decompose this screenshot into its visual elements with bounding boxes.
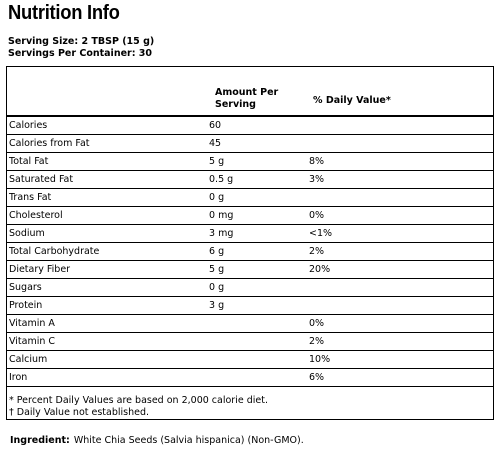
nutrient-amount: 0 mg (209, 210, 234, 221)
header-amount-per-serving: Amount Per Serving (215, 87, 279, 110)
table-row: Sodium 3 mg <1% (7, 225, 493, 243)
nutrient-name: Vitamin C (9, 336, 56, 347)
ingredient-label: Ingredient: (10, 435, 70, 446)
page-title: Nutrition Info (8, 2, 120, 24)
table-row: Trans Fat 0 g (7, 189, 493, 207)
nutrient-name: Vitamin A (9, 318, 55, 329)
nutrient-daily-value: 20% (309, 264, 331, 275)
nutrient-amount: 0.5 g (209, 174, 234, 185)
nutrient-amount: 3 g (209, 300, 225, 311)
table-row: Saturated Fat 0.5 g 3% (7, 171, 493, 189)
nutrient-daily-value: 0% (309, 210, 325, 221)
nutrient-name: Dietary Fiber (9, 264, 71, 275)
nutrient-name: Total Carbohydrate (9, 246, 100, 257)
table-row: Vitamin C 2% (7, 333, 493, 351)
nutrition-table: Amount Per Serving % Daily Value* Calori… (6, 66, 494, 420)
nutrient-amount: 6 g (209, 246, 225, 257)
nutrient-amount: 0 g (209, 282, 225, 293)
nutrient-amount: 60 (209, 120, 222, 131)
table-row: Cholesterol 0 mg 0% (7, 207, 493, 225)
nutrient-name: Calories (9, 120, 48, 131)
table-row: Total Fat 5 g 8% (7, 153, 493, 171)
table-row: Vitamin A 0% (7, 315, 493, 333)
table-row: Protein 3 g (7, 297, 493, 315)
nutrient-name: Trans Fat (9, 192, 52, 203)
nutrient-amount: 3 mg (209, 228, 234, 239)
nutrient-name: Cholesterol (9, 210, 63, 221)
nutrient-daily-value: 3% (309, 174, 325, 185)
table-row: Iron 6% (7, 369, 493, 387)
nutrient-amount: 45 (209, 138, 222, 149)
nutrient-amount: 5 g (209, 156, 225, 167)
nutrient-daily-value: 2% (309, 336, 325, 347)
ingredient-value: White Chia Seeds (Salvia hispanica) (Non… (73, 435, 304, 446)
nutrient-daily-value: 6% (309, 372, 325, 383)
header-divider (7, 115, 493, 117)
servings-per-container: Servings Per Container: 30 (8, 48, 153, 59)
ingredient-line: Ingredient: White Chia Seeds (Salvia hisp… (10, 435, 304, 446)
nutrient-name: Protein (9, 300, 43, 311)
table-row: Sugars 0 g (7, 279, 493, 297)
table-row: Calories from Fat 45 (7, 135, 493, 153)
nutrient-name: Sugars (9, 282, 42, 293)
nutrient-amount: 5 g (209, 264, 225, 275)
table-row: Calories 60 (7, 117, 493, 135)
nutrient-daily-value: <1% (309, 228, 333, 239)
nutrient-name: Sodium (9, 228, 45, 239)
nutrient-name: Total Fat (9, 156, 49, 167)
serving-size: Serving Size: 2 TBSP (15 g) (8, 36, 155, 47)
nutrient-name: Calcium (9, 354, 48, 365)
nutrition-rows: Calories 60 Calories from Fat 45 Total Fat… (7, 117, 493, 387)
nutrient-name: Saturated Fat (9, 174, 74, 185)
footnote-daily-values: * Percent Daily Values are based on 2,00… (9, 395, 268, 406)
table-row: Total Carbohydrate 6 g 2% (7, 243, 493, 261)
nutrient-daily-value: 2% (309, 246, 325, 257)
nutrient-name: Calories from Fat (9, 138, 90, 149)
nutrient-name: Iron (9, 372, 28, 383)
nutrient-amount: 0 g (209, 192, 225, 203)
table-row: Calcium 10% (7, 351, 493, 369)
nutrient-daily-value: 0% (309, 318, 325, 329)
table-row: Dietary Fiber 5 g 20% (7, 261, 493, 279)
header-daily-value: % Daily Value* (313, 95, 391, 106)
nutrient-daily-value: 8% (309, 156, 325, 167)
footnote-not-established: † Daily Value not established. (9, 407, 150, 418)
nutrient-daily-value: 10% (309, 354, 331, 365)
